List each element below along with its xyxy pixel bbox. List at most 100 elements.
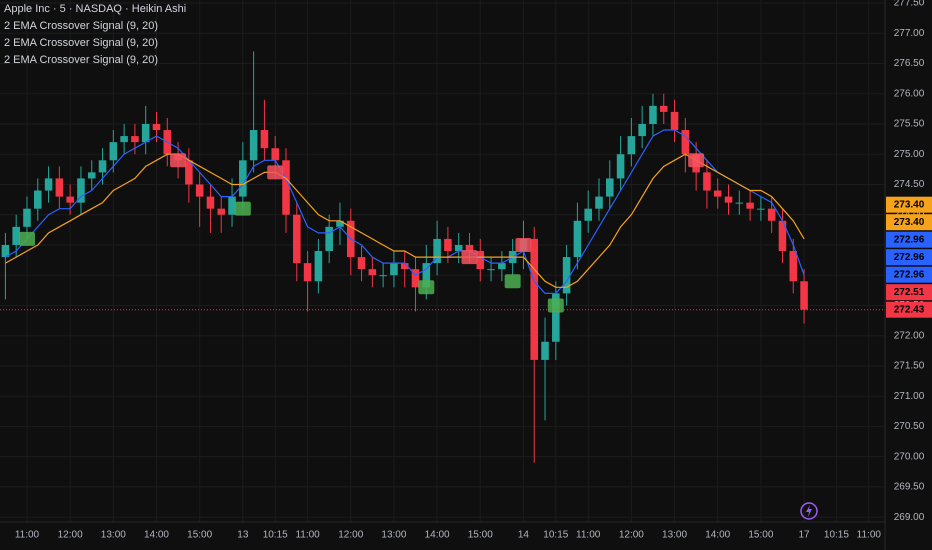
indicator-label: 2 EMA Crossover Signal (9, 20) — [4, 54, 158, 66]
replay-icon[interactable] — [800, 502, 818, 520]
candle-body — [239, 160, 247, 197]
signal-marker — [234, 201, 251, 216]
y-tick-label: 277.00 — [894, 28, 925, 39]
y-tick-label: 270.50 — [894, 421, 925, 432]
candle-body — [87, 172, 96, 179]
y-tick-label: 272.00 — [894, 330, 925, 341]
x-tick-label: 11:00 — [15, 530, 40, 541]
candle-body — [562, 257, 571, 294]
candle-body — [390, 263, 398, 276]
candle-body — [487, 269, 495, 271]
y-tick-label: 277.50 — [894, 0, 925, 9]
candle-body — [66, 196, 74, 203]
y-tick-label: 269.50 — [894, 482, 925, 493]
y-tick-label: 276.50 — [894, 58, 925, 69]
price-label: 272.96 — [894, 234, 925, 245]
candle-body — [433, 238, 441, 264]
candle-body — [606, 178, 614, 197]
candle-body — [131, 136, 139, 143]
candle-body — [465, 244, 474, 252]
candle-body — [55, 178, 64, 197]
candle-body — [584, 208, 592, 221]
price-label-bg — [886, 301, 932, 318]
candle-body — [659, 105, 668, 112]
candle-body — [573, 220, 582, 258]
y-tick-label: 270.00 — [894, 451, 925, 462]
x-tick-label: 13:00 — [662, 530, 687, 541]
candle-body — [44, 178, 53, 191]
candle-body — [552, 293, 560, 342]
plot-area — [0, 51, 885, 463]
candle-body — [152, 123, 161, 131]
axes: 269.00 269.50 270.00 270.50 271.00 271.50 272.… — [15, 0, 932, 541]
price-label-bg — [886, 266, 932, 283]
price-label: 273.40 — [894, 199, 925, 210]
candle-body — [141, 123, 150, 143]
price-label: 272.43 — [894, 304, 925, 315]
x-tick-label: 12:00 — [58, 530, 83, 541]
signal-marker — [515, 237, 532, 252]
x-tick-label: 15:00 — [187, 530, 212, 541]
chart-title: Apple Inc · 5 · NASDAQ · Heikin Ashi — [4, 3, 186, 15]
candle-body — [185, 160, 193, 185]
candle-body — [12, 226, 20, 245]
signal-marker — [18, 231, 35, 246]
candle-body — [670, 111, 679, 131]
y-tick-label: 276.00 — [894, 88, 925, 99]
candle-body — [649, 105, 657, 124]
candle-body — [530, 238, 539, 360]
candle-body — [23, 208, 31, 227]
candle-body — [498, 263, 506, 270]
x-tick-label: 11:00 — [857, 530, 882, 541]
candle-body — [422, 263, 431, 288]
candle-body — [476, 251, 485, 270]
signal-marker — [688, 153, 705, 168]
y-tick-label: 271.50 — [894, 361, 925, 372]
candle-body — [98, 160, 107, 173]
icon-bolt — [806, 505, 812, 517]
y-tick-label: 274.50 — [894, 179, 925, 190]
candle-body — [120, 136, 128, 143]
candle-body — [303, 263, 312, 282]
candle-body — [735, 202, 744, 204]
x-tick-label: 15:00 — [468, 530, 493, 541]
candle-body — [249, 130, 258, 161]
candle-body — [77, 178, 85, 203]
signal-marker — [504, 274, 521, 289]
x-tick-label: 13 — [237, 530, 249, 541]
x-tick-label: 10:15 — [263, 530, 288, 541]
x-tick-label: 14:00 — [144, 530, 169, 541]
price-label-bg — [886, 214, 932, 231]
candle-body — [541, 341, 549, 360]
ema-line — [5, 153, 805, 288]
candle-body — [33, 190, 42, 209]
indicator-label: 2 EMA Crossover Signal (9, 20) — [4, 37, 158, 49]
x-tick-label: 17 — [798, 530, 810, 541]
x-tick-label: 14 — [518, 530, 530, 541]
price-label: 272.51 — [894, 287, 925, 298]
y-tick-label: 271.00 — [894, 391, 925, 402]
candle-body — [746, 202, 754, 209]
candle-body — [293, 214, 301, 264]
price-label: 273.40 — [894, 217, 925, 228]
x-tick-label: 14:00 — [425, 530, 450, 541]
candle-body — [357, 257, 366, 270]
price-label-bg — [886, 231, 932, 248]
signal-marker — [461, 250, 478, 265]
candle-body — [282, 160, 290, 215]
price-label-bg — [886, 284, 932, 301]
y-tick-label: 275.50 — [894, 119, 925, 130]
candle-body — [778, 220, 787, 252]
signal-marker — [267, 165, 284, 180]
candle-body — [1, 244, 10, 258]
candle-body — [368, 269, 377, 276]
candle-body — [260, 130, 269, 149]
candle-body — [314, 251, 323, 282]
signal-marker — [547, 298, 564, 313]
candle-body — [757, 208, 765, 210]
candle-body — [789, 251, 798, 282]
price-label: 272.96 — [894, 269, 925, 280]
price-label: 272.96 — [894, 252, 925, 263]
candle-body — [616, 154, 625, 179]
